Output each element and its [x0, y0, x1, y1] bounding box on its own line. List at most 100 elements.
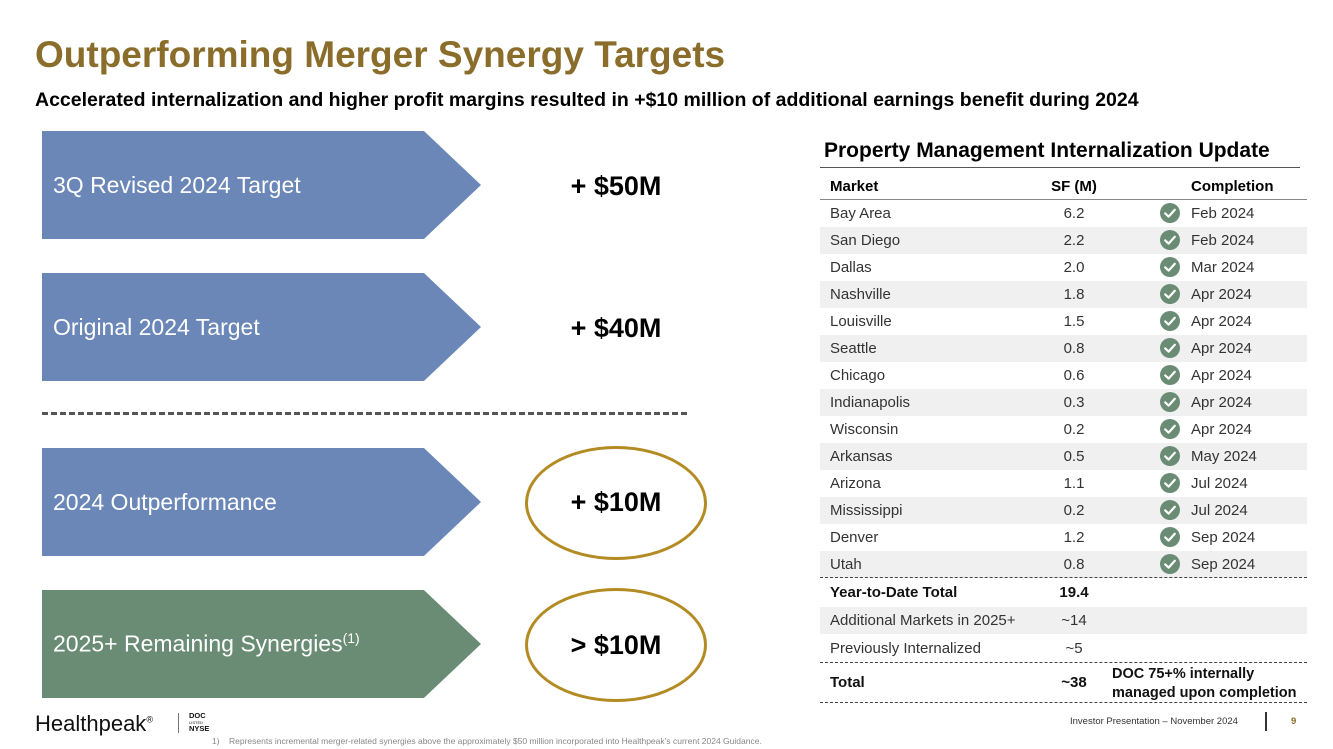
- additional-sf: ~14: [1061, 612, 1087, 629]
- check-circle-icon: [1160, 338, 1180, 358]
- completion-cell: May 2024: [1191, 448, 1257, 465]
- check-circle-icon: [1160, 392, 1180, 412]
- table-row: Nashville 1.8 Apr 2024: [820, 281, 1307, 308]
- completion-cell: Apr 2024: [1191, 313, 1252, 330]
- market-cell: Denver: [830, 529, 879, 546]
- completion-cell: Sep 2024: [1191, 556, 1256, 573]
- highlight-oval: [525, 588, 707, 702]
- total-rule-top: [820, 662, 1307, 663]
- check-circle-icon: [1160, 473, 1180, 493]
- table-row: Louisville 1.5 Apr 2024: [820, 308, 1307, 335]
- divider-dashed: [42, 412, 687, 415]
- revised-target-value: + $50M: [570, 171, 662, 201]
- sf-cell: 0.8: [1063, 556, 1085, 573]
- table-title-rule: [820, 167, 1300, 168]
- completion-cell: Mar 2024: [1191, 259, 1255, 276]
- table-row: Wisconsin 0.2 Apr 2024: [820, 416, 1307, 443]
- check-circle-icon: [1160, 284, 1180, 304]
- header-sf: SF (M): [1051, 178, 1097, 195]
- market-cell: Dallas: [830, 259, 872, 276]
- arrow-remaining-synergies: 2025+ Remaining Synergies(1): [42, 590, 481, 698]
- footnote: 1) Represents incremental merger-related…: [212, 736, 762, 746]
- table-row: Arkansas 0.5 May 2024: [820, 443, 1307, 470]
- sf-cell: 0.2: [1063, 502, 1085, 519]
- table-row: Utah 0.8 Sep 2024: [820, 551, 1307, 578]
- total-label: Total: [830, 674, 865, 691]
- market-cell: Seattle: [830, 340, 877, 357]
- sf-cell: 2.2: [1063, 232, 1085, 249]
- table-row: Mississippi 0.2 Jul 2024: [820, 497, 1307, 524]
- table-row: Bay Area 6.2 Feb 2024: [820, 200, 1307, 227]
- sf-cell: 0.8: [1063, 340, 1085, 357]
- page-subtitle: Accelerated internalization and higher p…: [35, 89, 1139, 111]
- total-sf: ~38: [1061, 674, 1087, 691]
- table-row: Indianapolis 0.3 Apr 2024: [820, 389, 1307, 416]
- completion-cell: Sep 2024: [1191, 529, 1256, 546]
- market-cell: Indianapolis: [830, 394, 911, 411]
- logo-separator: [178, 713, 179, 733]
- sf-cell: 0.2: [1063, 421, 1085, 438]
- check-circle-icon: [1160, 554, 1180, 574]
- completion-cell: Feb 2024: [1191, 205, 1255, 222]
- completion-cell: Apr 2024: [1191, 394, 1252, 411]
- completion-cell: Apr 2024: [1191, 286, 1252, 303]
- page-number: 9: [1291, 716, 1297, 727]
- sf-cell: 6.2: [1063, 205, 1085, 222]
- footnote-ref: (1): [342, 630, 360, 647]
- header-completion: Completion: [1191, 178, 1274, 195]
- market-cell: Louisville: [830, 313, 892, 330]
- table-row: Denver 1.2 Sep 2024: [820, 524, 1307, 551]
- market-cell: Arizona: [830, 475, 881, 492]
- previously-internalized-row: Previously Internalized ~5: [820, 635, 1307, 662]
- market-cell: Arkansas: [830, 448, 893, 465]
- original-target-value: + $40M: [570, 313, 662, 343]
- table-row: Arizona 1.1 Jul 2024: [820, 470, 1307, 497]
- completion-cell: Apr 2024: [1191, 340, 1252, 357]
- outperformance-value: + $10M: [570, 487, 662, 517]
- check-circle-icon: [1160, 203, 1180, 223]
- completion-cell: Feb 2024: [1191, 232, 1255, 249]
- check-circle-icon: [1160, 419, 1180, 439]
- healthpeak-logo: Healthpeak®: [35, 711, 153, 736]
- arrow-label: 2024 Outperformance: [53, 488, 277, 515]
- total-row: Total ~38: [820, 669, 1307, 696]
- market-cell: Mississippi: [830, 502, 903, 519]
- table-row: Dallas 2.0 Mar 2024: [820, 254, 1307, 281]
- market-cell: Utah: [830, 556, 862, 573]
- check-circle-icon: [1160, 527, 1180, 547]
- sf-cell: 0.3: [1063, 394, 1085, 411]
- table-row: Seattle 0.8 Apr 2024: [820, 335, 1307, 362]
- market-cell: Nashville: [830, 286, 891, 303]
- page-title: Outperforming Merger Synergy Targets: [35, 34, 726, 75]
- market-cell: San Diego: [830, 232, 901, 249]
- completion-cell: Jul 2024: [1191, 502, 1248, 519]
- market-cell: Wisconsin: [830, 421, 899, 438]
- ytd-total-row: Year-to-Date Total 19.4: [820, 579, 1307, 606]
- ytd-sf: 19.4: [1059, 584, 1089, 601]
- sf-cell: 1.8: [1063, 286, 1085, 303]
- check-circle-icon: [1160, 365, 1180, 385]
- completion-cell: Apr 2024: [1191, 421, 1252, 438]
- arrow-label: 2025+ Remaining Synergies(1): [53, 630, 360, 657]
- check-circle-icon: [1160, 230, 1180, 250]
- highlight-oval: [525, 446, 707, 560]
- arrow-label: Original 2024 Target: [53, 313, 260, 340]
- check-circle-icon: [1160, 500, 1180, 520]
- additional-markets-row: Additional Markets in 2025+ ~14: [820, 607, 1307, 634]
- ytd-rule: [820, 577, 1307, 578]
- arrow-revised-target: 3Q Revised 2024 Target: [42, 131, 481, 239]
- arrow-original-target: Original 2024 Target: [42, 273, 481, 381]
- market-cell: Bay Area: [830, 205, 891, 222]
- previous-sf: ~5: [1065, 640, 1083, 657]
- arrow-outperformance: 2024 Outperformance: [42, 448, 481, 556]
- nyse-ticker: DOC LISTED NYSE: [189, 711, 210, 733]
- additional-label: Additional Markets in 2025+: [830, 612, 1016, 629]
- arrow-label: 3Q Revised 2024 Target: [53, 171, 301, 198]
- previous-label: Previously Internalized: [830, 640, 981, 657]
- ytd-label: Year-to-Date Total: [830, 584, 958, 601]
- table-row: San Diego 2.2 Feb 2024: [820, 227, 1307, 254]
- page-separator: [1265, 712, 1267, 731]
- sf-cell: 2.0: [1063, 259, 1085, 276]
- remaining-synergies-value: > $10M: [570, 630, 662, 660]
- check-circle-icon: [1160, 311, 1180, 331]
